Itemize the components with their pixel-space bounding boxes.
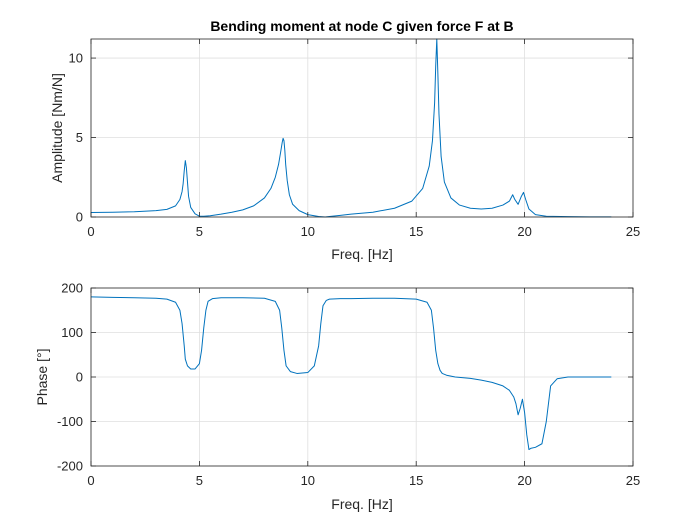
phase-y-tick-label: 200 <box>61 281 83 296</box>
phase-x-tick-label: 15 <box>409 473 423 488</box>
amplitude-y-tick-label: 5 <box>76 130 83 145</box>
amplitude-plot-area <box>91 39 633 217</box>
amplitude-y-tick-label: 0 <box>76 210 83 225</box>
phase-y-axis-label: Phase [°] <box>34 349 50 406</box>
phase-x-tick-label: 20 <box>517 473 531 488</box>
phase-y-tick-label: 100 <box>61 325 83 340</box>
phase-x-tick-label: 25 <box>626 473 640 488</box>
amplitude-x-tick-label: 5 <box>196 224 203 239</box>
amplitude-x-tick-label: 15 <box>409 224 423 239</box>
phase-y-tick-label: 0 <box>76 370 83 385</box>
amplitude-x-tick-label: 25 <box>626 224 640 239</box>
amplitude-y-tick-label: 10 <box>69 51 83 66</box>
phase-x-tick-label: 10 <box>301 473 315 488</box>
amplitude-y-axis-label: Amplitude [Nm/N] <box>49 73 65 183</box>
phase-y-tick-label: -100 <box>57 414 83 429</box>
chart-title: Bending moment at node C given force F a… <box>210 18 513 34</box>
amplitude-x-axis-label: Freq. [Hz] <box>331 246 392 262</box>
amplitude-x-tick-label: 20 <box>517 224 531 239</box>
phase-x-tick-label: 0 <box>87 473 94 488</box>
amplitude-x-tick-label: 0 <box>87 224 94 239</box>
phase-y-tick-label: -200 <box>57 459 83 474</box>
phase-x-axis-label: Freq. [Hz] <box>331 496 392 512</box>
phase-x-tick-label: 5 <box>196 473 203 488</box>
amplitude-x-tick-label: 10 <box>301 224 315 239</box>
